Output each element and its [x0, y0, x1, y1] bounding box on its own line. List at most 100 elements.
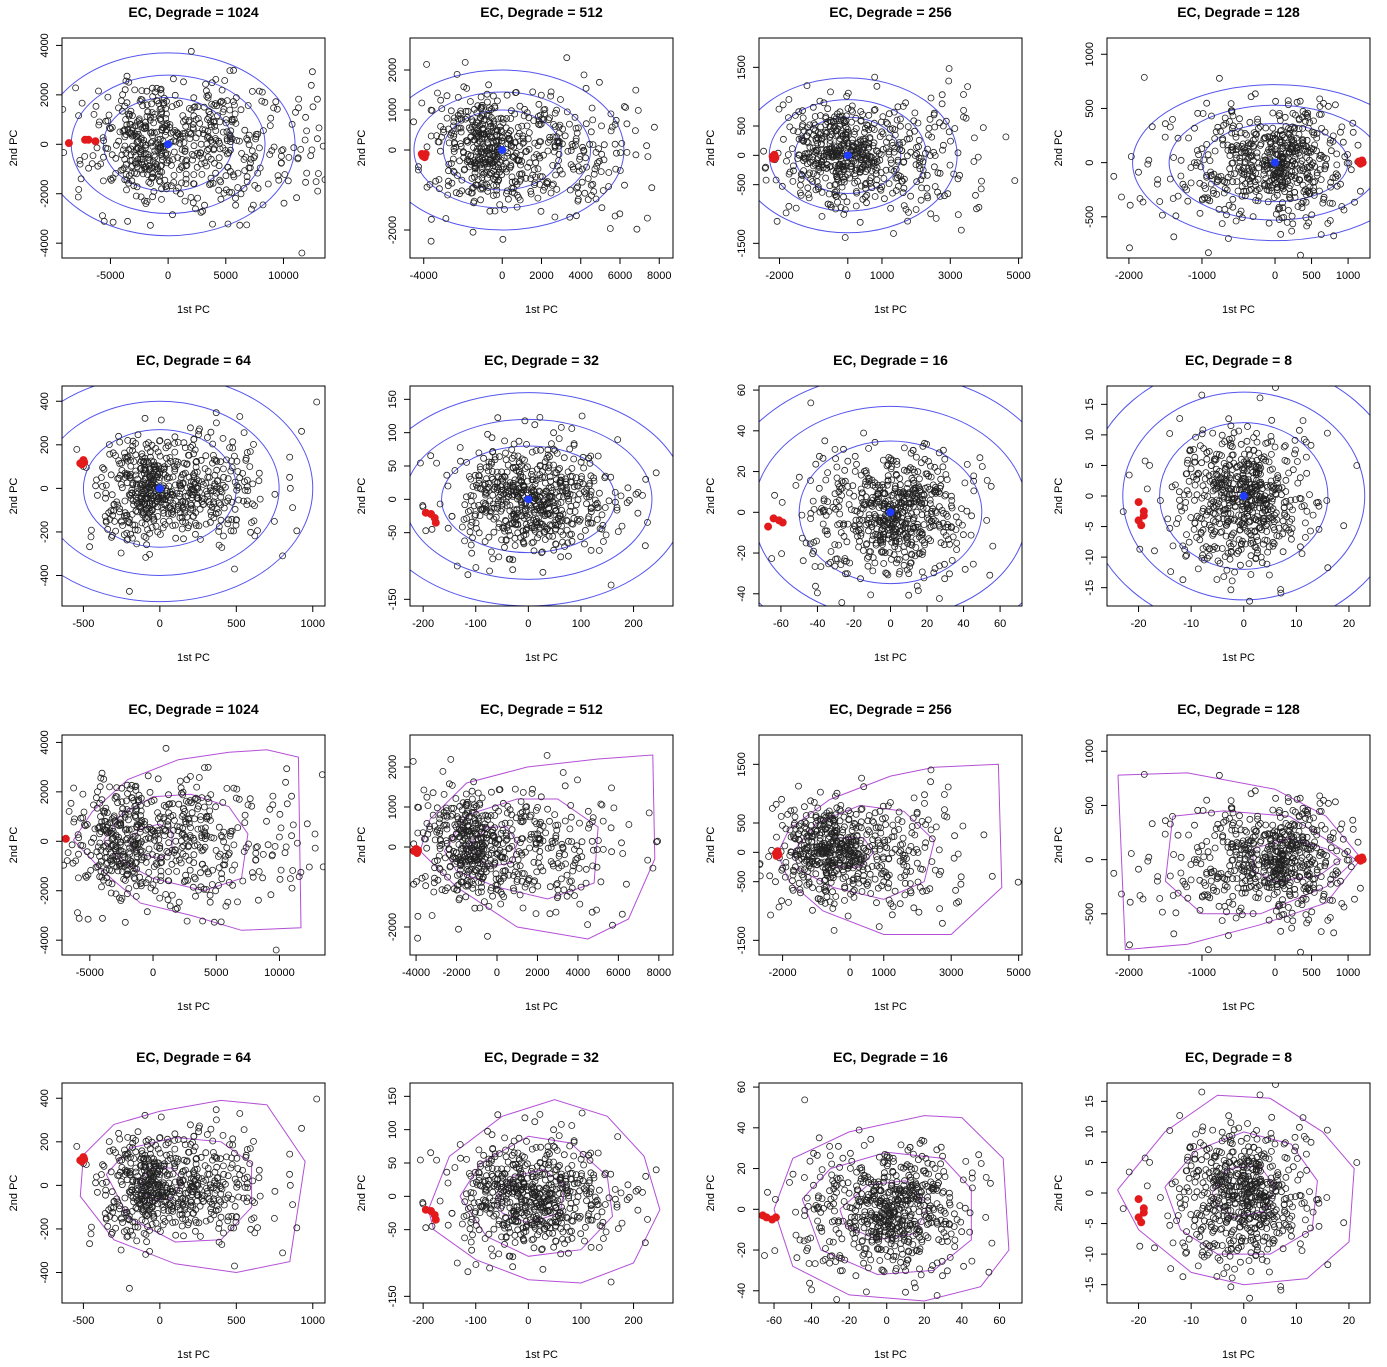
scatter-point [864, 158, 872, 166]
scatter-point [1286, 193, 1293, 201]
scatter-point [1198, 391, 1206, 399]
scatter-point [859, 489, 866, 497]
scatter-point [503, 524, 511, 531]
scatter-point [1299, 197, 1307, 205]
scatter-point [222, 116, 230, 123]
scatter-point [164, 438, 171, 446]
scatter-point [1313, 147, 1320, 155]
scatter-point [479, 499, 487, 507]
contour-ellipse [410, 418, 653, 580]
scatter-point [1302, 534, 1309, 541]
scatter-point [822, 113, 830, 121]
y-axis-label: 2nd PC [356, 130, 368, 167]
scatter-point [478, 112, 486, 120]
scatter-point [865, 548, 873, 555]
scatter-point [502, 456, 510, 464]
scatter-point [251, 502, 258, 510]
scatter-point [1195, 151, 1202, 159]
scatter-point [891, 525, 899, 532]
scatter-point [893, 116, 901, 124]
scatter-point [1268, 187, 1276, 194]
scatter-point [548, 498, 556, 505]
scatter-point [247, 205, 255, 213]
scatter-point [1321, 128, 1329, 136]
scatter-point [822, 146, 830, 153]
scatter-point [490, 485, 497, 493]
scatter-point [840, 520, 848, 528]
scatter-point [1221, 438, 1228, 446]
scatter-point [1227, 170, 1235, 178]
scatter-point [858, 494, 865, 502]
scatter-point [1249, 136, 1257, 144]
center-marker [524, 495, 533, 504]
scatter-point [833, 555, 841, 563]
x-tick-label: -1000 [1188, 270, 1216, 282]
scatter-point [516, 170, 523, 178]
scatter-point [146, 113, 154, 121]
scatter-point [606, 225, 614, 232]
scatter-point [525, 129, 533, 137]
scatter-point [243, 173, 251, 181]
scatter-point [539, 173, 546, 181]
scatter-point [133, 496, 140, 504]
scatter-point [517, 151, 524, 159]
scatter-point [190, 171, 198, 179]
scatter-point [1166, 430, 1174, 437]
scatter-point [492, 513, 500, 521]
scatter-point [800, 157, 808, 165]
scatter-point [472, 525, 480, 532]
scatter-point [1223, 211, 1230, 219]
scatter-point [1126, 244, 1133, 252]
scatter-point [509, 463, 517, 471]
x-axis-label: 1st PC [1222, 304, 1255, 316]
scatter-point [582, 154, 589, 162]
scatter-point [560, 454, 568, 462]
scatter-point [1157, 497, 1164, 504]
scatter-point [192, 509, 200, 516]
scatter-point [174, 184, 182, 192]
scatter-point [605, 169, 613, 176]
scatter-point [832, 455, 839, 463]
scatter-point [122, 170, 130, 178]
scatter-point [194, 484, 202, 492]
scatter-point [1141, 457, 1149, 465]
scatter-point [800, 167, 807, 175]
scatter-point [1214, 123, 1222, 131]
scatter-point [841, 234, 849, 241]
scatter-point [452, 143, 460, 151]
scatter-point [879, 522, 887, 529]
scatter-point [491, 207, 499, 215]
scatter-point [1302, 198, 1310, 206]
scatter-point [142, 495, 149, 503]
scatter-point [125, 172, 133, 180]
scatter-point [520, 138, 528, 146]
scatter-point [600, 141, 608, 149]
scatter-point [1164, 515, 1172, 523]
scatter-point [575, 517, 583, 525]
scatter-point [773, 217, 781, 225]
scatter-point [460, 154, 468, 162]
scatter-point [478, 101, 486, 109]
scatter-point [241, 126, 249, 134]
scatter-point [245, 131, 253, 139]
scatter-point [1238, 142, 1246, 150]
scatter-point [109, 511, 116, 519]
scatter-point [1276, 205, 1284, 213]
scatter-point [229, 98, 237, 105]
scatter-point [289, 504, 297, 512]
scatter-point [799, 557, 807, 565]
scatter-point [149, 513, 157, 521]
scatter-point [1240, 474, 1248, 482]
scatter-point [470, 105, 478, 113]
scatter-point [1303, 171, 1311, 179]
scatter-point [489, 124, 497, 132]
scatter-point [856, 516, 863, 524]
scatter-point [131, 521, 139, 529]
scatter-point [1198, 430, 1206, 438]
scatter-point [1269, 109, 1277, 117]
scatter-point [973, 205, 980, 213]
scatter-point [288, 120, 296, 128]
scatter-point [186, 424, 194, 432]
scatter-point [207, 487, 214, 495]
scatter-point [227, 527, 235, 535]
